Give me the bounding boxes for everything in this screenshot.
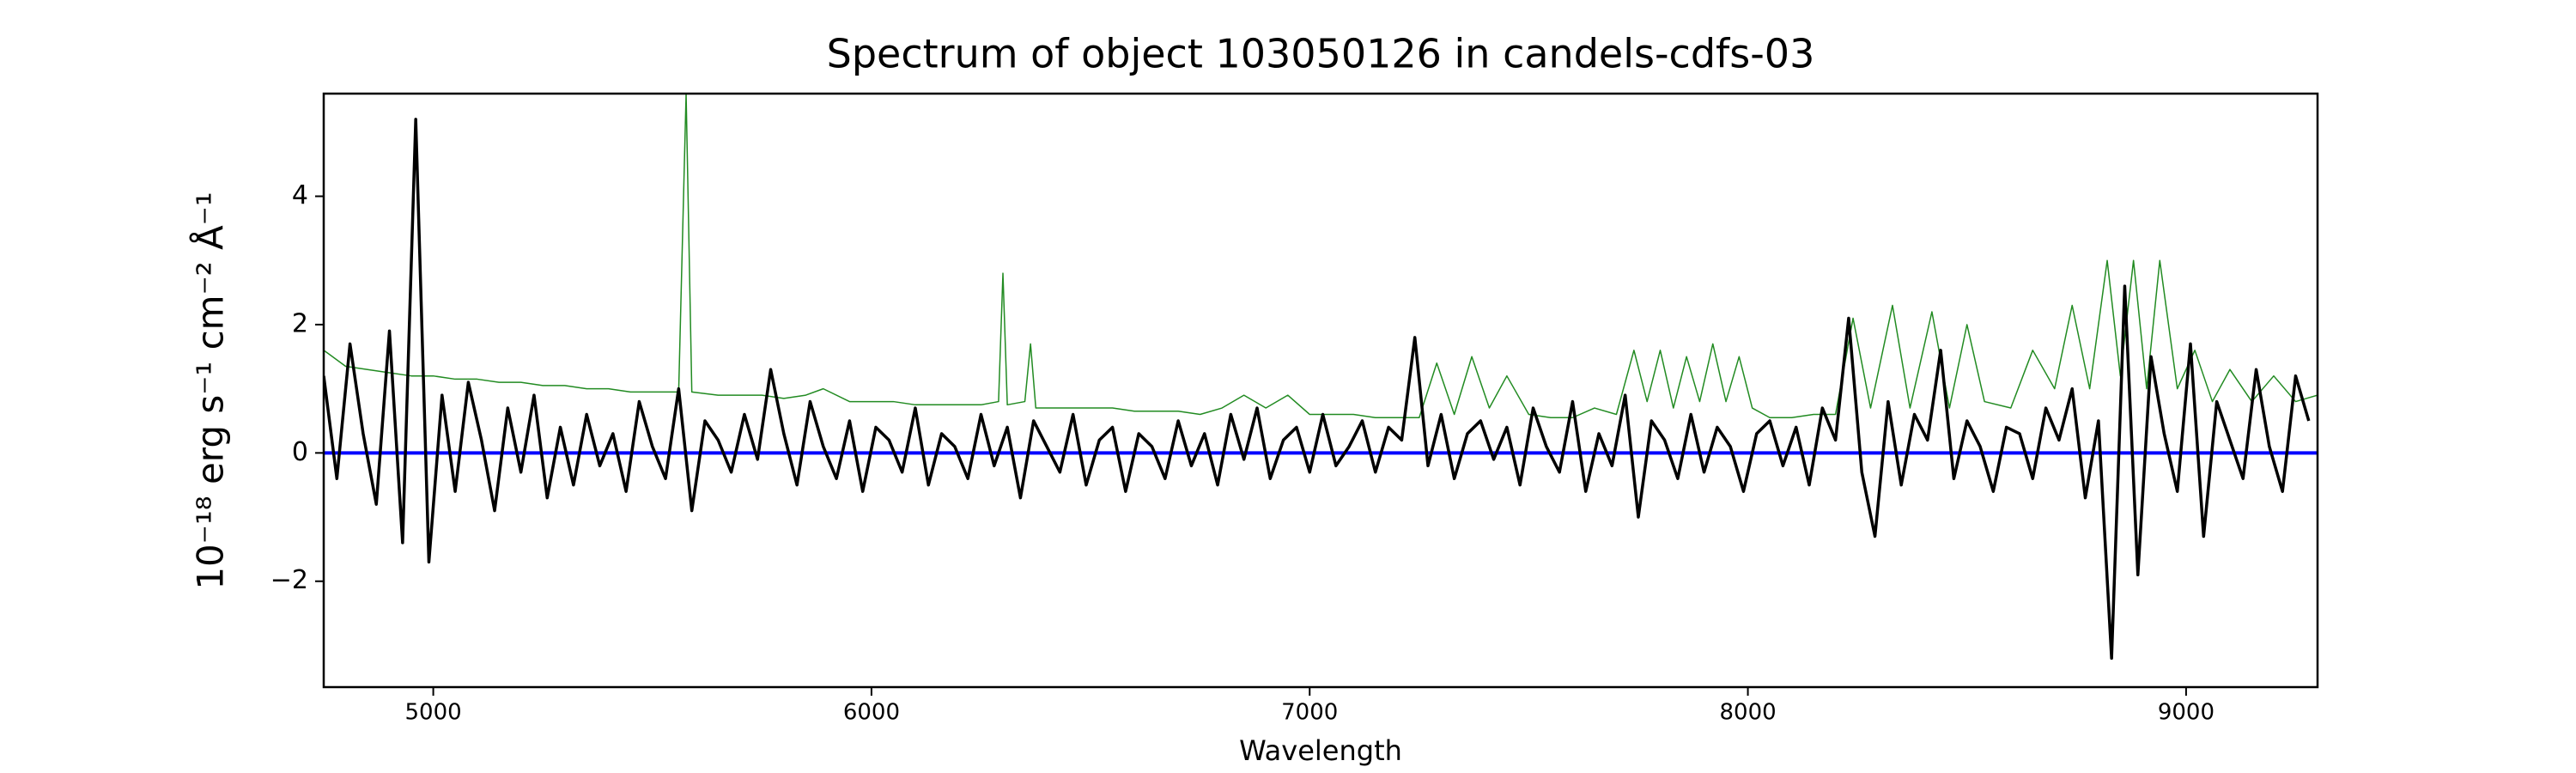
x-tick-label: 8000 — [1719, 700, 1776, 726]
x-tick-label: 6000 — [843, 700, 900, 726]
spectrum-line — [324, 94, 2318, 418]
spectrum-line — [324, 118, 2311, 660]
y-tick-label: −2 — [270, 565, 308, 595]
y-tick-label: 0 — [292, 437, 308, 467]
axes-frame — [322, 92, 2319, 689]
chart-title: Spectrum of object 103050126 in candels-… — [827, 31, 1815, 77]
x-tick-label: 9000 — [2158, 700, 2215, 726]
plot-area — [324, 94, 2318, 660]
x-axis-label: Wavelength — [1239, 734, 1402, 767]
y-tick-label: 4 — [292, 180, 308, 210]
x-tick-label: 5000 — [404, 700, 461, 726]
y-axis-label: 10⁻¹⁸ erg s⁻¹ cm⁻² Å⁻¹ — [189, 192, 232, 589]
y-tick-label: 2 — [292, 308, 308, 338]
x-tick-label: 7000 — [1281, 700, 1338, 726]
